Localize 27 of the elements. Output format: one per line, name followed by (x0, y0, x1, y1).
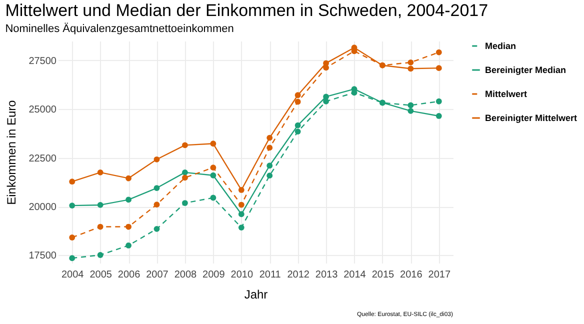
y-tick-label: 22500 (28, 153, 57, 164)
legend-label: Bereinigter Median (485, 65, 566, 75)
x-tick-label: 2010 (230, 270, 254, 280)
y-tick-label: 20000 (28, 202, 57, 214)
x-tick-label: 2016 (400, 270, 423, 280)
x-tick-label: 2011 (259, 270, 282, 280)
y-tick-label: 17500 (28, 250, 57, 262)
chart-title: Mittelwert und Median der Einkommen in Schweden, 2004-2017 (5, 1, 488, 20)
legend-label: Mittelwert (485, 89, 528, 99)
x-tick-label: 2009 (202, 270, 226, 280)
x-tick-label: 2014 (344, 270, 366, 280)
x-tick-label: 2013 (315, 270, 338, 280)
legend-label: Bereinigter Mittelwert (485, 113, 578, 123)
x-tick-label: 2012 (287, 270, 310, 280)
chart-subtitle: Nominelles Äquivalenzgesamtnettoeinkommen (5, 22, 234, 35)
y-axis-title: Einkommen in Euro (4, 100, 19, 205)
x-axis-title: Jahr (244, 288, 268, 302)
x-tick-label: 2008 (174, 270, 198, 280)
y-tick-label: 27500 (28, 56, 57, 67)
x-tick-label: 2004 (61, 270, 84, 280)
x-tick-label: 2015 (372, 270, 395, 280)
x-tick-label: 2017 (428, 270, 451, 280)
x-tick-label: 2005 (90, 270, 112, 280)
y-tick-label: 25000 (28, 104, 57, 116)
legend-label: Median (485, 41, 516, 51)
x-tick-label: 2007 (146, 270, 169, 280)
x-tick-label: 2006 (118, 270, 141, 280)
